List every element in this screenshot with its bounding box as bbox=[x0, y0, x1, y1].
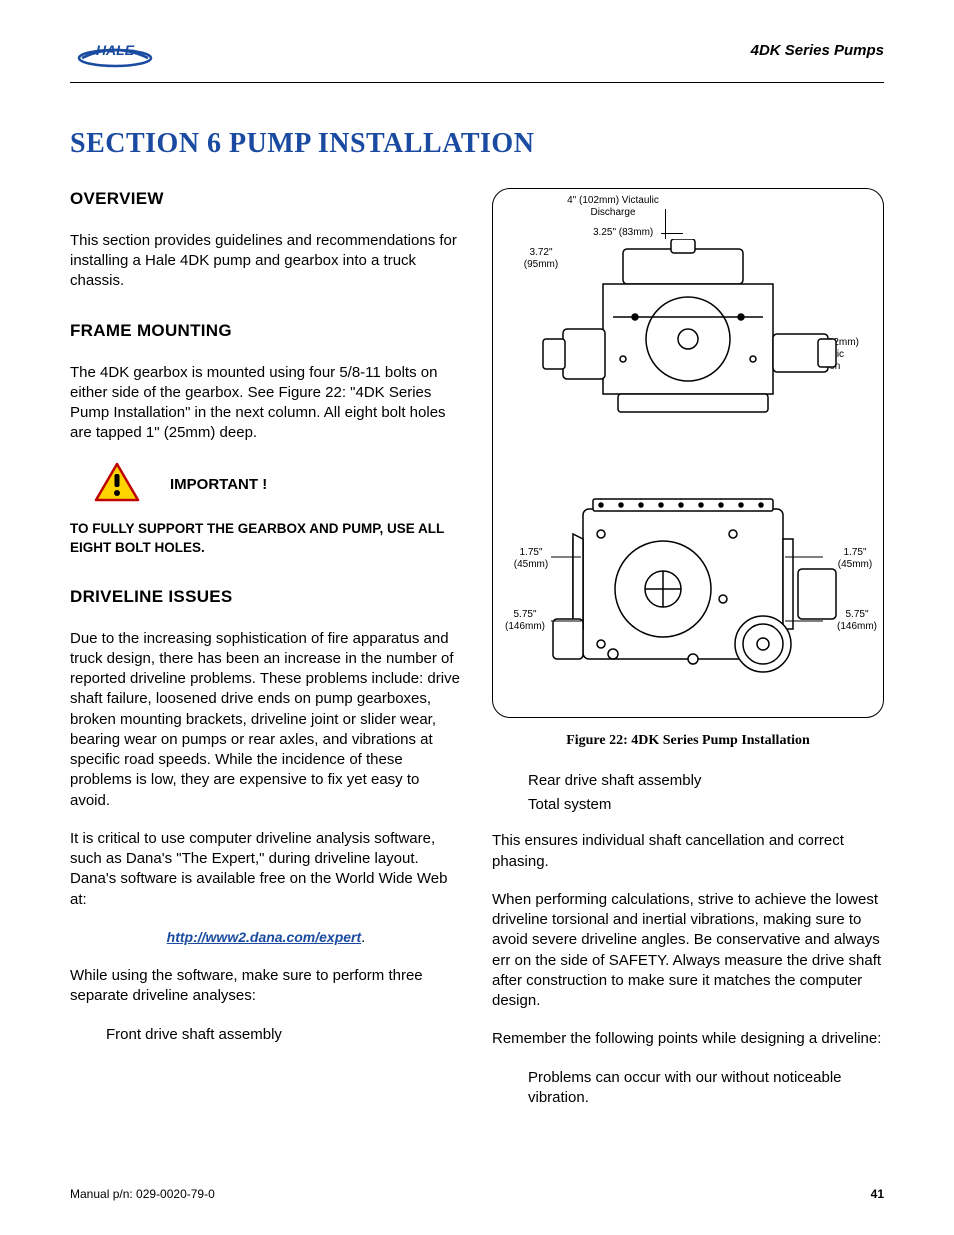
left-column: OVERVIEW This section provides guideline… bbox=[70, 188, 462, 1112]
para-driveline-3: While using the software, make sure to p… bbox=[70, 966, 462, 1007]
figure-22-caption: Figure 22: 4DK Series Pump Installation bbox=[492, 732, 884, 751]
figure-22-box: 4" (102mm) Victaulic Discharge 3.25" (83… bbox=[492, 188, 884, 718]
warning-icon bbox=[94, 462, 140, 508]
header-product-name: 4DK Series Pumps bbox=[751, 42, 884, 59]
list-rear-shaft: Rear drive shaft assembly bbox=[528, 771, 884, 791]
dana-link-row: http://www2.dana.com/expert. bbox=[70, 928, 462, 948]
pump-top-view-drawing bbox=[523, 239, 843, 439]
para-driveline-2: It is critical to use computer driveline… bbox=[70, 829, 462, 910]
fig-label-discharge: 4" (102mm) Victaulic Discharge bbox=[553, 195, 673, 219]
list-problems: Problems can occur with our without noti… bbox=[528, 1068, 884, 1109]
hale-logo: HALE bbox=[70, 30, 160, 70]
important-text: TO FULLY SUPPORT THE GEARBOX AND PUMP, U… bbox=[70, 520, 462, 558]
para-overview: This section provides guidelines and rec… bbox=[70, 231, 462, 292]
para-calculations: When performing calculations, strive to … bbox=[492, 890, 884, 1012]
heading-overview: OVERVIEW bbox=[70, 188, 462, 211]
heading-frame-mounting: FRAME MOUNTING bbox=[70, 320, 462, 343]
important-label: IMPORTANT ! bbox=[170, 475, 267, 495]
page-header: HALE 4DK Series Pumps bbox=[70, 30, 884, 78]
fig-label-325: 3.25" (83mm) bbox=[593, 227, 653, 239]
section-title: SECTION 6 PUMP INSTALLATION bbox=[70, 128, 884, 160]
important-callout: IMPORTANT ! bbox=[94, 462, 462, 508]
footer-page-number: 41 bbox=[871, 1187, 884, 1201]
heading-driveline: DRIVELINE ISSUES bbox=[70, 586, 462, 609]
list-front-shaft: Front drive shaft assembly bbox=[106, 1025, 462, 1045]
para-driveline-1: Due to the increasing sophistication of … bbox=[70, 629, 462, 811]
gearbox-side-view-drawing bbox=[523, 479, 843, 709]
link-period: . bbox=[361, 929, 365, 946]
right-column: 4" (102mm) Victaulic Discharge 3.25" (83… bbox=[492, 188, 884, 1112]
para-frame-mounting: The 4DK gearbox is mounted using four 5/… bbox=[70, 363, 462, 444]
footer-manual-pn: Manual p/n: 029-0020-79-0 bbox=[70, 1187, 215, 1201]
para-remember: Remember the following points while desi… bbox=[492, 1029, 884, 1049]
svg-text:HALE: HALE bbox=[96, 42, 135, 58]
dana-expert-link[interactable]: http://www2.dana.com/expert bbox=[167, 929, 361, 945]
para-ensure: This ensures individual shaft cancellati… bbox=[492, 831, 884, 872]
list-total-system: Total system bbox=[528, 795, 884, 815]
header-rule bbox=[70, 82, 884, 83]
page-footer: Manual p/n: 029-0020-79-0 41 bbox=[70, 1187, 884, 1201]
two-column-layout: OVERVIEW This section provides guideline… bbox=[70, 188, 884, 1112]
page: HALE 4DK Series Pumps SECTION 6 PUMP INS… bbox=[0, 0, 954, 1162]
